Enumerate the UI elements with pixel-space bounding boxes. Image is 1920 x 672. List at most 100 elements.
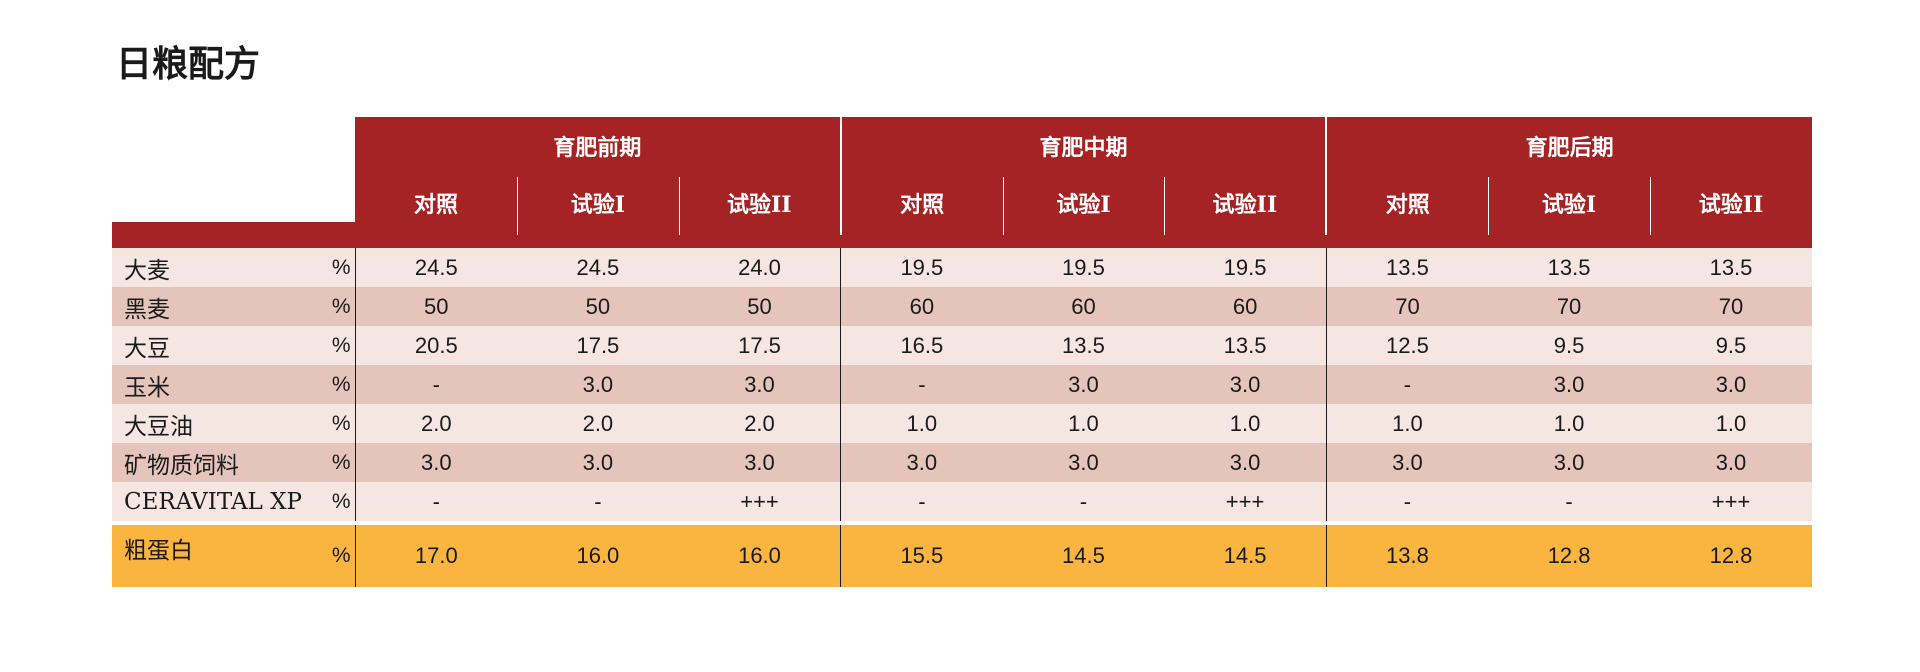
header-band-cell xyxy=(112,235,356,248)
header-band-cell xyxy=(1326,235,1812,248)
value-cell: 1.0 xyxy=(1649,404,1812,443)
diet-formula-table: 育肥前期 育肥中期 育肥后期 对照 试验I 试验II 对照 试验I 试验II 对… xyxy=(112,117,1812,587)
group-header-trial-2: 试验II xyxy=(678,175,841,235)
value-cell: 70 xyxy=(1325,287,1489,326)
value-cell: 3.0 xyxy=(678,443,841,482)
value-cell: 3.0 xyxy=(355,443,517,482)
header-corner-strip xyxy=(112,222,356,235)
value-cell: 3.0 xyxy=(516,443,679,482)
unit-label: % xyxy=(330,326,356,365)
table-row: 矿物质饲料% 3.0 3.0 3.0 3.0 3.0 3.0 3.0 3.0 3.0 xyxy=(112,443,1812,482)
group-header-label: 试验II xyxy=(1212,192,1278,218)
value-cell: 16.5 xyxy=(840,326,1003,365)
value-cell: 60 xyxy=(840,287,1003,326)
header-corner xyxy=(112,117,356,235)
value-cell: 1.0 xyxy=(840,404,1003,443)
value-cell: 9.5 xyxy=(1488,326,1650,365)
group-header-control: 对照 xyxy=(1325,175,1489,235)
total-row-name: 粗蛋白 xyxy=(112,521,331,587)
table-row: 大豆油% 2.0 2.0 2.0 1.0 1.0 1.0 1.0 1.0 1.0 xyxy=(112,404,1812,443)
value-cell: 12.5 xyxy=(1325,326,1489,365)
value-cell: 70 xyxy=(1649,287,1812,326)
value-cell: 19.5 xyxy=(1002,248,1165,287)
phase-header-middle: 育肥中期 xyxy=(839,117,1327,175)
table-row: 黑麦% 50 50 50 60 60 60 70 70 70 xyxy=(112,287,1812,326)
total-value-cell: 12.8 xyxy=(1649,521,1812,587)
value-cell: - xyxy=(355,482,517,523)
unit-label: % xyxy=(330,248,356,287)
group-header-label: 试验II xyxy=(726,192,792,218)
value-cell: 2.0 xyxy=(516,404,679,443)
header-bottom-band xyxy=(112,235,1812,248)
total-value-cell: 16.0 xyxy=(678,521,841,587)
value-cell: 3.0 xyxy=(678,365,841,404)
unit-label: % xyxy=(330,521,356,587)
value-cell: 3.0 xyxy=(1649,443,1812,482)
value-cell: 13.5 xyxy=(1488,248,1650,287)
total-value-cell: 16.0 xyxy=(516,521,679,587)
ingredient-name: CERAVITAL XP xyxy=(112,482,331,523)
phase-header-late: 育肥后期 xyxy=(1325,117,1812,175)
value-cell: 24.5 xyxy=(516,248,679,287)
value-cell: 3.0 xyxy=(1002,365,1165,404)
value-cell: +++ xyxy=(1649,482,1812,523)
ingredient-name: 大麦 xyxy=(112,248,331,287)
value-cell: 3.0 xyxy=(1649,365,1812,404)
table-body: 大麦% 24.5 24.5 24.0 19.5 19.5 19.5 13.5 13.5 13.5 黑… xyxy=(112,235,1812,587)
ingredient-name: 大豆油 xyxy=(112,404,331,443)
group-header-control: 对照 xyxy=(355,175,517,235)
value-cell: 3.0 xyxy=(840,443,1003,482)
value-cell: 50 xyxy=(678,287,841,326)
ingredient-name: 大豆 xyxy=(112,326,331,365)
ingredient-name: 黑麦 xyxy=(112,287,331,326)
phase-header-row: 育肥前期 育肥中期 育肥后期 xyxy=(112,117,1812,235)
value-cell: 13.5 xyxy=(1002,326,1165,365)
value-cell: 3.0 xyxy=(1488,443,1650,482)
value-cell: 2.0 xyxy=(678,404,841,443)
group-header-trial-1: 试验I xyxy=(1002,175,1165,235)
group-header-trial-1: 试验I xyxy=(1488,175,1650,235)
value-cell: 2.0 xyxy=(355,404,517,443)
value-cell: 17.5 xyxy=(678,326,841,365)
value-cell: 1.0 xyxy=(1325,404,1489,443)
value-cell: 19.5 xyxy=(1164,248,1327,287)
group-header-control: 对照 xyxy=(839,175,1003,235)
group-header-label: 对照 xyxy=(1385,192,1430,218)
unit-label: % xyxy=(330,404,356,443)
unit-label: % xyxy=(330,287,356,326)
header-band-cell xyxy=(355,235,841,248)
value-cell: +++ xyxy=(1164,482,1327,523)
group-header-trial-2: 试验II xyxy=(1649,175,1812,235)
value-cell: 3.0 xyxy=(1002,443,1165,482)
total-value-cell: 14.5 xyxy=(1164,521,1327,587)
value-cell: 13.5 xyxy=(1325,248,1489,287)
group-header-label: 试验II xyxy=(1698,192,1764,218)
total-value-cell: 15.5 xyxy=(840,521,1003,587)
total-value-cell: 12.8 xyxy=(1488,521,1650,587)
unit-label: % xyxy=(330,443,356,482)
value-cell: 3.0 xyxy=(1164,365,1327,404)
table-row: 大豆% 20.5 17.5 17.5 16.5 13.5 13.5 12.5 9.5 9.5 xyxy=(112,326,1812,365)
group-header-label: 试验I xyxy=(570,192,626,218)
value-cell: 3.0 xyxy=(1325,443,1489,482)
crude-protein-row: 粗蛋白% 17.0 16.0 16.0 15.5 14.5 14.5 13.8 12.8 12.8 xyxy=(112,521,1812,587)
value-cell: 1.0 xyxy=(1164,404,1327,443)
ingredient-name: 玉米 xyxy=(112,365,331,404)
value-cell: - xyxy=(840,482,1003,523)
total-value-cell: 13.8 xyxy=(1325,521,1489,587)
value-cell: 50 xyxy=(516,287,679,326)
total-value-cell: 14.5 xyxy=(1002,521,1165,587)
value-cell: - xyxy=(840,365,1003,404)
value-cell: 13.5 xyxy=(1164,326,1327,365)
value-cell: 3.0 xyxy=(1488,365,1650,404)
value-cell: 3.0 xyxy=(1164,443,1327,482)
value-cell: +++ xyxy=(678,482,841,523)
unit-label: % xyxy=(330,482,356,523)
unit-label: % xyxy=(330,365,356,404)
table-row: 玉米% -3.0 3.0-3.0 3.0-3.0 3.0 xyxy=(112,365,1812,404)
value-cell: 24.0 xyxy=(678,248,841,287)
header-band-cell xyxy=(840,235,1327,248)
value-cell: 20.5 xyxy=(355,326,517,365)
ingredient-name: 矿物质饲料 xyxy=(112,443,331,482)
value-cell: 13.5 xyxy=(1649,248,1812,287)
